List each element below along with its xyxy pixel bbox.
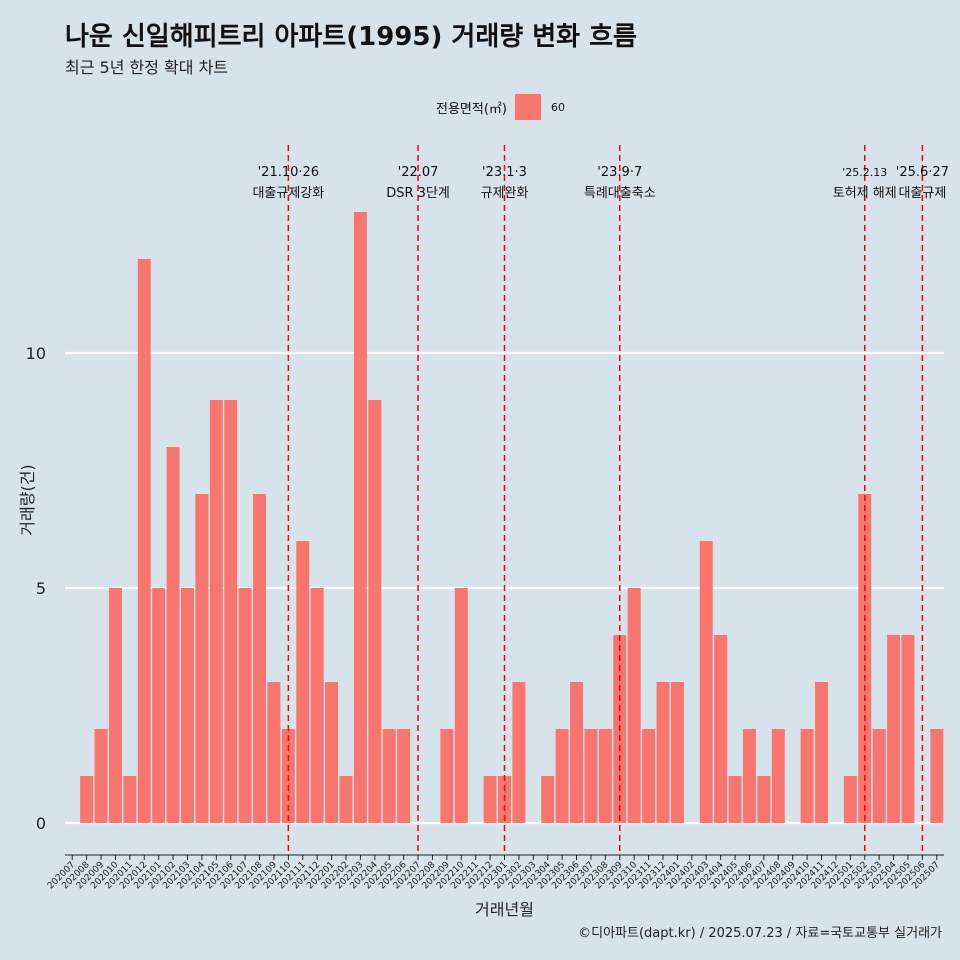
bar (224, 400, 238, 823)
bar (195, 494, 209, 823)
bar (137, 259, 151, 823)
bar (656, 682, 670, 823)
bar (353, 212, 367, 823)
y-tick-label: 0 (36, 814, 46, 833)
bar (930, 729, 944, 823)
bar (382, 729, 396, 823)
bar (238, 588, 252, 823)
event-name-label: 대출규제 (898, 186, 946, 201)
bar (80, 776, 94, 823)
event-name-label: 대출규제강화 (252, 186, 324, 201)
bar (267, 682, 281, 823)
legend-title: 전용면적(㎡) (436, 101, 507, 117)
bar (742, 729, 756, 823)
event-date-label: '25.6·27 (896, 165, 949, 180)
bar (598, 729, 612, 823)
event-date-label: '21.10·26 (258, 165, 319, 180)
bar (771, 729, 785, 823)
legend-swatch (514, 94, 541, 120)
bar (714, 635, 728, 823)
y-axis-title: 거래량(건) (18, 464, 37, 535)
bar (166, 447, 180, 823)
bar (541, 776, 555, 823)
bar (757, 776, 771, 823)
bar (843, 776, 857, 823)
bar (108, 588, 122, 823)
event-name-label: 규제완화 (481, 186, 529, 201)
event-date-label: '22.07 (398, 165, 439, 180)
bar (123, 776, 137, 823)
legend-item-label: 60 (550, 100, 565, 114)
bar (699, 541, 713, 823)
event-name-label: 특례대출축소 (584, 186, 656, 201)
chart-title: 나운 신일해피트리 아파트(1995) 거래량 변화 흐름 (65, 22, 637, 52)
bar (368, 400, 382, 823)
bar (440, 729, 454, 823)
y-tick-label: 10 (26, 344, 46, 363)
bar (152, 588, 166, 823)
y-tick-label: 5 (36, 579, 46, 598)
bar (296, 541, 310, 823)
bar (180, 588, 194, 823)
bar (555, 729, 569, 823)
bar (454, 588, 468, 823)
bar (209, 400, 223, 823)
bar (872, 729, 886, 823)
event-date-label: '25.2.13 (842, 166, 887, 179)
bar (901, 635, 915, 823)
bar (325, 682, 339, 823)
bar (584, 729, 598, 823)
bar (627, 588, 641, 823)
event-name-label: 토허제 해제 (833, 186, 897, 201)
bar (642, 729, 656, 823)
bar (339, 776, 353, 823)
bar (670, 682, 684, 823)
event-name-label: DSR 3단계 (386, 186, 450, 201)
bar (94, 729, 108, 823)
bar (815, 682, 829, 823)
bar (728, 776, 742, 823)
bar (800, 729, 814, 823)
chart-subtitle: 최근 5년 한정 확대 차트 (65, 58, 229, 77)
event-date-label: '23.9·7 (597, 165, 642, 180)
event-date-label: '23.1·3 (482, 165, 527, 180)
caption: ©디아파트(dapt.kr) / 2025.07.23 / 자료=국토교통부 실… (578, 926, 942, 941)
bar (310, 588, 324, 823)
legend: 전용면적(㎡) 60 (436, 94, 565, 120)
bar (570, 682, 584, 823)
bar (512, 682, 526, 823)
bar (483, 776, 497, 823)
bar (397, 729, 411, 823)
bar (253, 494, 267, 823)
x-axis-title: 거래년월 (475, 900, 534, 919)
bar (887, 635, 901, 823)
